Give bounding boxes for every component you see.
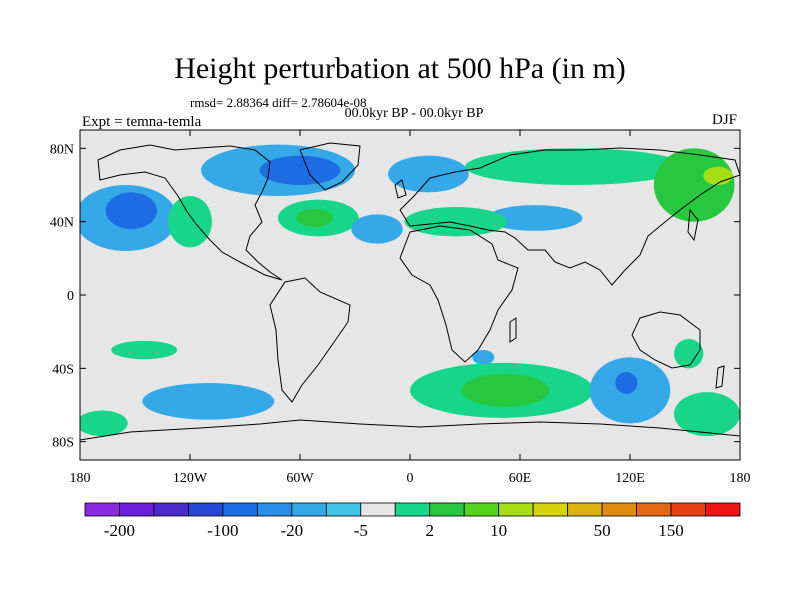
colorbar-label-6: 50 bbox=[594, 521, 611, 540]
period-text: 00.0kyr BP - 00.0kyr BP bbox=[344, 106, 484, 121]
colorbar-swatch-16 bbox=[636, 502, 672, 517]
colorbar-swatch-10 bbox=[429, 502, 465, 517]
coastline-8 bbox=[394, 179, 407, 199]
colorbar-swatch-12 bbox=[498, 502, 534, 517]
experiment-label: Expt = temna-temla bbox=[82, 114, 202, 130]
colorbar: -200 -100 -20 -5 2 10 50 150 bbox=[84, 502, 741, 540]
x-tick-label-5: 120E bbox=[615, 471, 645, 486]
field-region-4 bbox=[388, 155, 469, 193]
field-region-16 bbox=[80, 410, 128, 437]
colorbar-swatch-18 bbox=[705, 502, 741, 517]
season-label: DJF bbox=[712, 112, 738, 128]
x-tick-label-3: 0 bbox=[407, 471, 414, 486]
field-region-13 bbox=[168, 196, 212, 248]
colorbar-label-2: -20 bbox=[281, 521, 304, 540]
field-region-8 bbox=[487, 205, 583, 231]
colorbar-swatch-11 bbox=[463, 502, 500, 517]
colorbar-label-3: -5 bbox=[354, 521, 368, 540]
colorbar-swatch-17 bbox=[670, 502, 706, 517]
field-region-21 bbox=[674, 392, 740, 437]
coastline-2 bbox=[269, 277, 351, 403]
colorbar-label-0: -200 bbox=[104, 521, 135, 540]
contour-fields bbox=[80, 144, 740, 437]
colorbar-swatch-7 bbox=[325, 502, 362, 517]
coastline-0 bbox=[97, 144, 283, 281]
field-region-22 bbox=[674, 339, 704, 369]
colorbar-swatch-3 bbox=[188, 502, 224, 517]
coastline-10 bbox=[715, 365, 725, 389]
field-region-14 bbox=[111, 340, 178, 360]
x-tick-label-1: 120W bbox=[173, 471, 208, 486]
colorbar-swatch-14 bbox=[567, 502, 603, 517]
colorbar-swatch-0 bbox=[84, 502, 120, 517]
field-region-18 bbox=[461, 373, 550, 407]
y-tick-label-2: 0 bbox=[67, 289, 74, 304]
y-tick-label-1: 40N bbox=[50, 216, 74, 231]
colorbar-swatch-13 bbox=[532, 502, 569, 517]
colorbar-swatch-5 bbox=[256, 502, 293, 517]
field-region-23 bbox=[472, 350, 495, 365]
coastlines bbox=[80, 142, 740, 460]
field-region-15 bbox=[142, 383, 275, 420]
colorbar-swatch-6 bbox=[291, 502, 327, 517]
colorbar-label-4: 2 bbox=[425, 521, 434, 540]
colorbar-label-1: -100 bbox=[207, 521, 238, 540]
field-region-6 bbox=[653, 148, 735, 222]
figure-title: Height perturbation at 500 hPa (in m) bbox=[174, 52, 626, 85]
field-region-11 bbox=[296, 208, 333, 228]
coastline-7 bbox=[687, 208, 699, 242]
coastline-9 bbox=[509, 317, 517, 343]
coastline-4 bbox=[399, 225, 519, 363]
y-tick-label-4: 80S bbox=[52, 436, 74, 451]
field-region-12 bbox=[351, 214, 403, 244]
axis-ticks: 180 120W 60W 0 60E 120E 180 80N 40N 0 40S 80S bbox=[50, 130, 751, 486]
field-region-9 bbox=[404, 207, 508, 237]
coastline-6 bbox=[80, 419, 740, 460]
x-tick-label-6: 180 bbox=[730, 471, 751, 486]
y-tick-label-0: 80N bbox=[50, 142, 74, 157]
coastline-3 bbox=[399, 147, 740, 286]
x-tick-label-2: 60W bbox=[286, 471, 314, 486]
colorbar-swatch-2 bbox=[153, 502, 189, 517]
colorbar-swatch-4 bbox=[222, 502, 258, 517]
x-tick-label-4: 60E bbox=[509, 471, 532, 486]
field-region-7 bbox=[703, 166, 733, 185]
x-tick-label-0: 180 bbox=[70, 471, 91, 486]
colorbar-swatch-15 bbox=[601, 502, 637, 517]
field-region-5 bbox=[465, 148, 685, 186]
stats-text: rmsd= 2.88364 diff= 2.78604e-08 bbox=[190, 95, 367, 110]
y-tick-label-3: 40S bbox=[52, 362, 74, 377]
field-region-1 bbox=[105, 192, 157, 230]
colorbar-swatch-8 bbox=[360, 502, 396, 517]
coastline-5 bbox=[631, 311, 701, 369]
colorbar-label-7: 150 bbox=[658, 521, 684, 540]
field-region-3 bbox=[259, 155, 341, 185]
field-region-20 bbox=[615, 372, 638, 394]
coastline-1 bbox=[299, 142, 361, 191]
colorbar-swatch-9 bbox=[394, 502, 431, 517]
colorbar-label-5: 10 bbox=[490, 521, 507, 540]
colorbar-swatch-1 bbox=[119, 502, 155, 517]
